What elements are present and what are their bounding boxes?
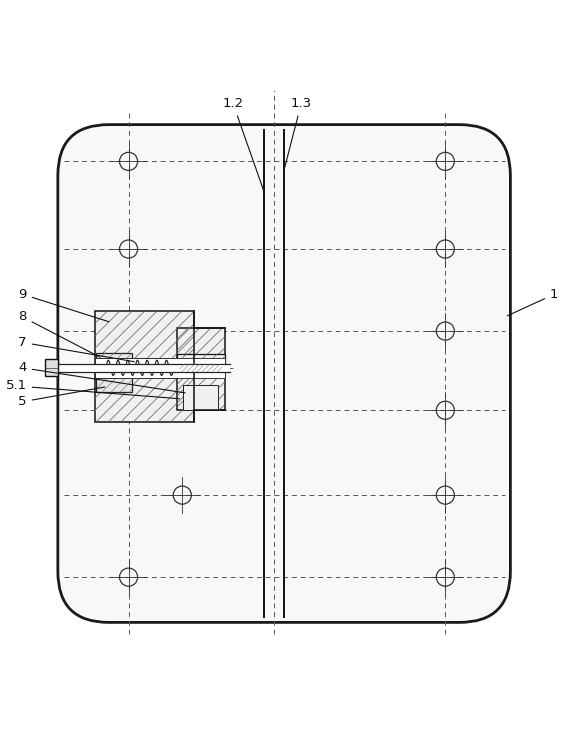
Text: 7: 7 [18, 336, 134, 362]
Text: 4: 4 [18, 362, 185, 393]
Bar [177, 328, 225, 410]
Text: 8: 8 [18, 311, 99, 357]
Text: 1: 1 [507, 288, 559, 316]
Text: 1.2: 1.2 [223, 97, 263, 190]
Text: 5.1: 5.1 [6, 379, 180, 399]
Bar [96, 353, 132, 392]
Bar [58, 364, 230, 372]
FancyBboxPatch shape [58, 125, 510, 622]
Text: 1.3: 1.3 [285, 97, 312, 167]
Text: 5: 5 [18, 387, 105, 409]
Bar [95, 311, 193, 421]
Bar [95, 358, 225, 378]
Text: 9: 9 [18, 288, 109, 322]
Bar [184, 385, 218, 410]
Bar [177, 353, 225, 368]
Bar [45, 359, 58, 376]
